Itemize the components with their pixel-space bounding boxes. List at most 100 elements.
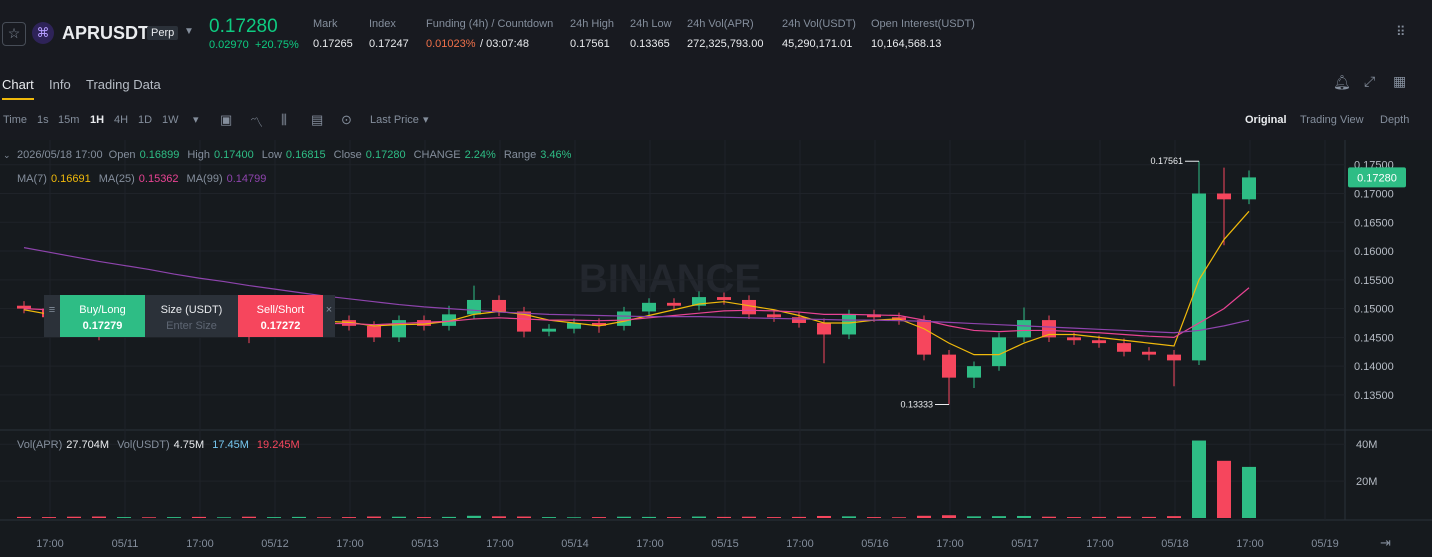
alert-icon[interactable]: 🔔︎: [1333, 74, 1351, 90]
stat-label: 24h Vol(APR): [687, 18, 754, 30]
size-input[interactable]: Size (USDT) Enter Size: [145, 295, 238, 337]
legend-text: Close: [334, 149, 362, 161]
view-option[interactable]: Trading View: [1300, 114, 1364, 126]
expand-icon[interactable]: ⤢: [1364, 73, 1376, 89]
symbol[interactable]: APRUSDT: [62, 23, 150, 43]
candle-body: [1067, 337, 1081, 341]
more-button[interactable]: ⠿: [1396, 24, 1406, 39]
price-tag-label: 0.17280: [1357, 172, 1397, 184]
x-tick-label: 17:00: [186, 538, 214, 550]
volume-bar: [17, 516, 31, 518]
legend-text: MA(99): [187, 173, 223, 185]
x-tick-label: 17:00: [1086, 538, 1114, 550]
candle-body: [842, 314, 856, 335]
annotation-label: 0.17561: [1150, 156, 1183, 166]
tab[interactable]: Chart: [2, 77, 34, 92]
volume-bar: [317, 517, 331, 518]
legend-text: Vol(USDT): [117, 439, 170, 451]
order-panel-close[interactable]: ×: [323, 295, 335, 337]
volume-bar: [992, 516, 1006, 518]
symbol-dropdown[interactable]: ▼: [184, 26, 194, 37]
buy-label: Buy/Long: [79, 304, 126, 316]
annotation-label: 0.13333: [900, 400, 933, 410]
view-option[interactable]: Original: [1245, 114, 1287, 126]
volume-bar: [142, 517, 156, 518]
candle-body: [1167, 354, 1181, 361]
volume-bar: [1217, 460, 1231, 518]
x-tick-label: 05/17: [1011, 538, 1039, 550]
volume-bar: [192, 516, 206, 518]
contract-tag: Perp: [147, 26, 179, 40]
volume-bar: [242, 516, 256, 518]
x-tick-label: 05/15: [711, 538, 739, 550]
candle-body: [542, 328, 556, 332]
layout-icon[interactable]: ▦: [1393, 73, 1407, 89]
legend-text: MA(7): [17, 173, 47, 185]
order-panel-handle[interactable]: ≡: [44, 295, 60, 337]
size-placeholder: Enter Size: [166, 320, 217, 332]
volume-bar: [642, 516, 656, 518]
tool-icon[interactable]: ⊙: [341, 112, 352, 127]
price-type-dropdown[interactable]: ▾: [423, 114, 429, 126]
volume-bar: [1017, 515, 1031, 518]
tab[interactable]: Info: [49, 77, 71, 92]
candle-body: [392, 320, 406, 338]
volume-bar: [492, 516, 506, 518]
stat-value: 0.17247: [369, 38, 409, 50]
interval[interactable]: 4H: [114, 114, 129, 126]
price-type[interactable]: Last Price: [370, 114, 419, 126]
candle-body: [1192, 193, 1206, 361]
volume-bar: [1242, 466, 1256, 518]
header: ☆ ⌘ APRUSDT Perp ▼ 0.17280 0.02970 +20.7…: [0, 0, 1432, 63]
candle-body: [1217, 193, 1231, 200]
interval-dropdown[interactable]: ▾: [193, 114, 199, 126]
volume-bar: [392, 516, 406, 518]
price-change: 0.02970: [209, 39, 249, 51]
interval[interactable]: 1s: [37, 114, 49, 126]
stat-label: Open Interest(USDT): [871, 18, 975, 30]
coin-icon: ⌘: [32, 22, 54, 44]
interval[interactable]: 1D: [138, 114, 153, 126]
buy-button[interactable]: Buy/Long 0.17279: [60, 295, 145, 337]
interval[interactable]: 15m: [58, 114, 80, 126]
legend-text: 0.17280: [366, 149, 406, 161]
tabs: Chart Info Trading Data 🔔︎ ⤢ ▦: [0, 62, 1432, 103]
volume-bar: [1092, 516, 1106, 518]
legend-text: 19.245M: [257, 439, 300, 451]
interval[interactable]: 1W: [162, 114, 179, 126]
candle-body: [1017, 320, 1031, 338]
buy-price: 0.17279: [82, 320, 123, 332]
volume-bar: [567, 517, 581, 518]
tool-icon[interactable]: ▣: [220, 112, 233, 127]
favorite-button[interactable]: ☆: [2, 22, 26, 46]
tool-icon[interactable]: 〽: [250, 115, 264, 130]
stat-value: 0.17561: [570, 38, 610, 50]
volume-bar: [667, 517, 681, 518]
volume-bar: [442, 516, 456, 518]
sell-button[interactable]: Sell/Short 0.17272: [238, 295, 323, 337]
tool-icon[interactable]: ▤: [311, 112, 324, 127]
stat-label: 24h High: [570, 18, 615, 30]
sell-label: Sell/Short: [256, 304, 305, 316]
tab[interactable]: Trading Data: [86, 77, 161, 92]
reset-icon[interactable]: ⇥: [1380, 535, 1391, 550]
legend-text: 17.45M: [212, 439, 249, 451]
interval[interactable]: 1H: [90, 114, 105, 126]
x-tick-label: 17:00: [486, 538, 514, 550]
volume-bar: [942, 515, 956, 518]
candle-body: [1042, 320, 1056, 338]
tool-icon[interactable]: ⫼: [281, 112, 287, 127]
volume-bar: [67, 516, 81, 518]
candle-body: [817, 322, 831, 335]
volume-bar: [892, 517, 906, 518]
volume-bar: [117, 517, 131, 518]
legend-text: Range: [504, 149, 536, 161]
x-tick-label: 05/14: [561, 538, 589, 550]
y-tick-label: 0.13500: [1354, 390, 1394, 402]
toolbar: Time 1s 15m 1H 4H 1D 1W ▾ ▣ 〽 ⫼ ▤ ⊙ Last Pric…: [0, 102, 1432, 141]
sell-price: 0.17272: [260, 320, 301, 332]
view-option[interactable]: Depth: [1380, 114, 1410, 126]
x-tick-label: 05/19: [1311, 538, 1339, 550]
ma-line: [23, 247, 1250, 334]
volume-bar: [717, 516, 731, 518]
